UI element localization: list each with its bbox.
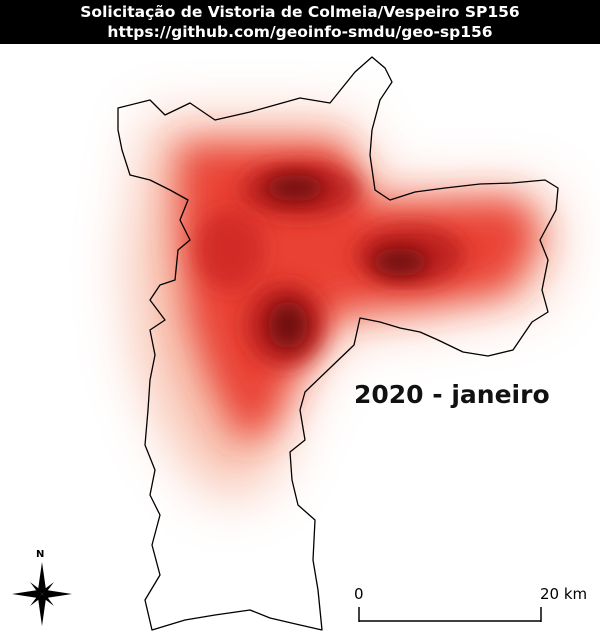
heatmap-map <box>12 56 560 631</box>
scale-bar <box>358 607 542 622</box>
map-title: Solicitação de Vistoria de Colmeia/Vespe… <box>80 3 520 21</box>
scale-start-label: 0 <box>354 585 364 603</box>
hotspot-center <box>268 301 308 349</box>
city-boundary <box>117 56 559 631</box>
source-url: https://github.com/geoinfo-smdu/geo-sp15… <box>107 23 493 41</box>
hotspot-east <box>372 248 428 276</box>
north-label: N <box>36 549 45 560</box>
compass-rose-icon <box>12 562 72 626</box>
map-header: Solicitação de Vistoria de Colmeia/Vespe… <box>0 0 600 44</box>
heat-layer <box>130 120 560 500</box>
scale-end-label: 20 km <box>540 585 588 603</box>
period-label: 2020 - janeiro <box>354 380 550 409</box>
hotspot-north <box>265 175 325 201</box>
